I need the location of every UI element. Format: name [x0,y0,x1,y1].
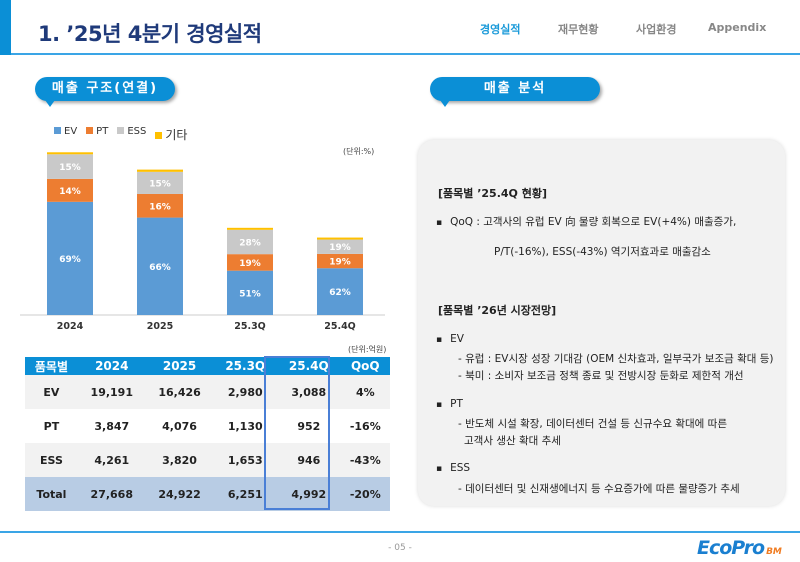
table-cell: 4% [340,375,390,409]
table-cell: Total [25,477,78,511]
table-cell: EV [25,375,78,409]
table-header: 2024 [77,357,146,375]
ess-bullet: ESS [436,462,470,474]
table-header: 품목별 [25,357,78,375]
table-header: 25.3Q [213,357,278,375]
chart-unit: (단위:%) [343,147,375,156]
data-label: 69% [59,255,81,265]
revenue-analysis-panel: [품목별 ’25.4Q 현황] QoQ : 고객사의 유럽 EV 向 물량 회복… [418,140,785,506]
accent-bar [0,0,11,55]
page-title: 1. ’25년 4분기 경영실적 [38,22,262,46]
bar-기타-2024 [47,152,93,155]
pt-bullet: PT [436,398,463,410]
data-label: 19% [239,259,261,269]
bar-pt-2024 [47,178,93,202]
bar-ess-2024 [47,154,93,179]
table-cell: 24,922 [145,477,214,511]
bar-기타-25.3Q [227,227,273,230]
ev-bullet: EV [436,333,464,345]
section-pill-revenue-structure: 매출 구조(연결) [35,77,175,107]
table-cell: 1,130 [213,409,278,443]
ev-north-america: - 북미 : 소비자 보조금 정책 종료 및 전방시장 둔화로 제한적 개선 [458,370,744,382]
legend-ess: ESS [117,126,146,143]
table-cell: 4,261 [77,443,146,477]
qoq-bullet: QoQ : 고객사의 유럽 EV 向 물량 회복으로 EV(+4%) 매출증가, [436,214,736,229]
header-divider [11,53,800,55]
table-header: QoQ [340,357,390,375]
pt-detail: - 반도체 시설 확장, 데이터센터 건설 등 신규수요 확대에 따른 [458,418,728,430]
data-label: 15% [149,179,171,189]
qoq-bullet-cont: P/T(-16%), ESS(-43%) 역기저효과로 매출감소 [494,246,711,258]
bar-ev-2025 [137,217,183,315]
ess-detail: - 데이터센터 및 신재생에너지 등 수요증가에 따른 물량증가 추세 [458,483,740,495]
nav-appendix[interactable]: Appendix [708,21,767,34]
data-label: 15% [59,163,81,173]
bar-ev-25.3Q [227,270,273,315]
ecopro-logo: EcoPro BM [697,537,782,559]
table-row: ESS 4,261 3,820 1,653 946 -43% [25,443,390,477]
bar-ess-25.3Q [227,229,273,255]
table-cell: -16% [340,409,390,443]
bar-ess-2025 [137,171,183,194]
table-cell: 6,251 [213,477,278,511]
bar-ev-2024 [47,201,93,315]
table-cell: 3,820 [145,443,214,477]
table-row: Total 27,668 24,922 6,251 4,992 -20% [25,477,390,511]
table-cell: ESS [25,443,78,477]
nav-performance[interactable]: 경영실적 [480,23,521,36]
table-cell: 1,653 [213,443,278,477]
data-label: 16% [149,202,171,212]
table-header: 2025 [145,357,214,375]
bar-ess-25.4Q [317,239,363,254]
table-unit: (단위:억원) [348,345,387,354]
data-label: 28% [239,238,261,248]
pt-detail-cont: 고객사 생산 확대 추세 [464,435,561,447]
x-tick-label: 2024 [57,321,84,332]
nav-business[interactable]: 사업환경 [636,23,677,36]
table-cell: 2,980 [213,375,278,409]
legend-ev: EV [54,126,77,143]
table-cell: PT [25,409,78,443]
nav-financials[interactable]: 재무현황 [558,23,599,36]
legend-other: 기타 [155,126,187,143]
table-cell: 16,426 [145,375,214,409]
data-label: 19% [329,258,351,268]
table-row: PT 3,847 4,076 1,130 952 -16% [25,409,390,443]
heading-26-outlook: [품목별 ’26년 시장전망] [438,304,557,317]
table-cell: -20% [340,477,390,511]
data-label: 19% [329,243,351,253]
revenue-structure-chart: 69% 14% 15% 2024 66% 16% 15% 2025 51% 19% 28% 25.3Q… [20,152,385,332]
table-cell: 27,668 [77,477,146,511]
heading-25-4q-status: [품목별 ’25.4Q 현황] [438,187,547,200]
chart-legend: EV PT ESS 기타 [54,126,187,143]
table-cell: 3,847 [77,409,146,443]
highlight-25-4q-column [264,356,330,510]
data-label: 51% [239,289,261,299]
bar-ev-25.4Q [317,268,363,315]
data-label: 14% [59,187,81,197]
data-label: 62% [329,288,351,298]
legend-pt: PT [86,126,108,143]
table-cell: 4,076 [145,409,214,443]
bar-기타-2025 [137,169,183,172]
revenue-table: 품목별 2024 2025 25.3Q 25.4Q QoQ EV 19,191 16,426 2… [25,357,390,511]
table-header: 25.4Q [277,357,341,375]
bar-pt-25.3Q [227,254,273,271]
x-tick-label: 25.4Q [324,321,356,332]
ev-europe: - 유럽 : EV시장 성장 기대감 (OEM 신차효과, 일부국가 보조금 확… [458,353,774,365]
bar-pt-25.4Q [317,253,363,269]
data-label: 66% [149,263,171,273]
table-row: EV 19,191 16,426 2,980 3,088 4% [25,375,390,409]
x-tick-label: 2025 [147,321,173,332]
bar-pt-2025 [137,193,183,218]
bar-기타-25.4Q [317,237,363,240]
page-number: - 05 - [388,543,412,553]
x-tick-label: 25.3Q [234,321,266,332]
footer-divider [0,531,800,533]
table-cell: -43% [340,443,390,477]
table-cell: 19,191 [77,375,146,409]
section-pill-revenue-analysis: 매출 분석 [430,77,600,107]
